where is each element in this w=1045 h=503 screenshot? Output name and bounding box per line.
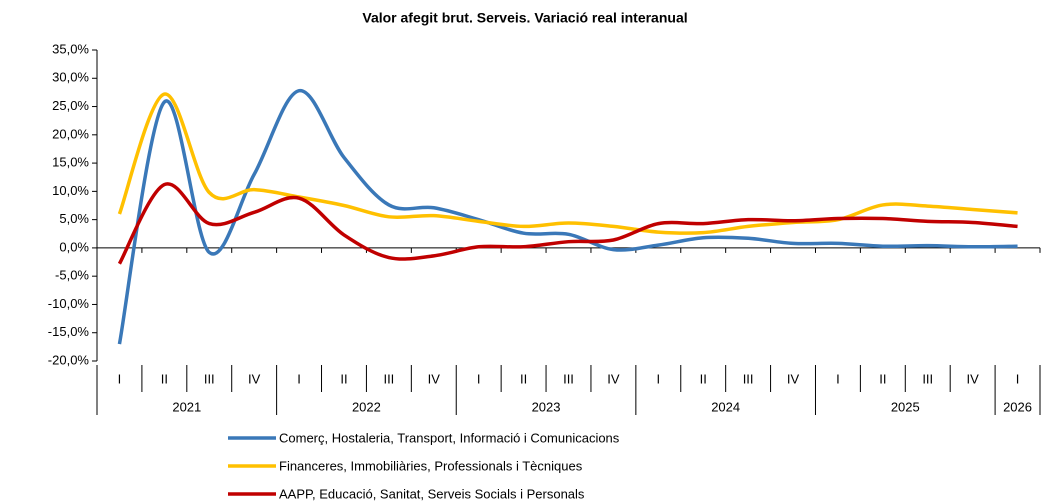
y-tick-label: -15,0% <box>48 324 90 339</box>
x-tick-label: I <box>118 371 122 386</box>
y-tick-label: 15,0% <box>52 155 89 170</box>
series-line <box>117 88 1018 345</box>
x-tick-label: IV <box>787 371 800 386</box>
y-tick-label: -10,0% <box>48 296 90 311</box>
x-tick-label: I <box>297 371 301 386</box>
y-tick-label: -20,0% <box>48 352 90 367</box>
chart-title: Valor afegit brut. Serveis. Variació rea… <box>362 10 687 26</box>
legend-label: Financeres, Immobiliàries, Professionals… <box>279 458 583 473</box>
y-tick-label: 20,0% <box>52 126 89 141</box>
y-tick-label: 0,0% <box>59 239 89 254</box>
x-tick-label: II <box>879 371 886 386</box>
x-tick-label: II <box>340 371 347 386</box>
x-tick-label: III <box>743 371 754 386</box>
x-tick-label: III <box>563 371 574 386</box>
year-label: 2026 <box>1003 399 1032 414</box>
x-tick-label: III <box>204 371 215 386</box>
x-tick-label: IV <box>607 371 620 386</box>
x-tick-label: III <box>383 371 394 386</box>
series-line <box>117 92 1018 235</box>
y-tick-label: 35,0% <box>52 41 89 56</box>
y-tick-label: 10,0% <box>52 183 89 198</box>
x-tick-label: IV <box>966 371 979 386</box>
legend-label: Comerç, Hostaleria, Transport, Informaci… <box>279 430 620 445</box>
x-tick-label: I <box>836 371 840 386</box>
x-tick-label: II <box>700 371 707 386</box>
x-tick-label: III <box>922 371 933 386</box>
year-label: 2024 <box>711 399 740 414</box>
y-tick-label: 30,0% <box>52 70 89 85</box>
legend-label: AAPP, Educació, Sanitat, Serveis Socials… <box>279 486 585 501</box>
y-tick-label: 5,0% <box>59 211 89 226</box>
year-label: 2023 <box>532 399 561 414</box>
x-tick-label: I <box>656 371 660 386</box>
y-tick-label: 25,0% <box>52 98 89 113</box>
year-label: 2022 <box>352 399 381 414</box>
x-tick-label: I <box>477 371 481 386</box>
x-tick-label: I <box>1016 371 1020 386</box>
x-tick-label: II <box>520 371 527 386</box>
x-tick-label: IV <box>248 371 261 386</box>
series-line <box>117 182 1018 265</box>
year-label: 2021 <box>172 399 201 414</box>
x-tick-label: IV <box>428 371 441 386</box>
y-tick-label: -5,0% <box>55 268 89 283</box>
x-tick-label: II <box>161 371 168 386</box>
year-label: 2025 <box>891 399 920 414</box>
